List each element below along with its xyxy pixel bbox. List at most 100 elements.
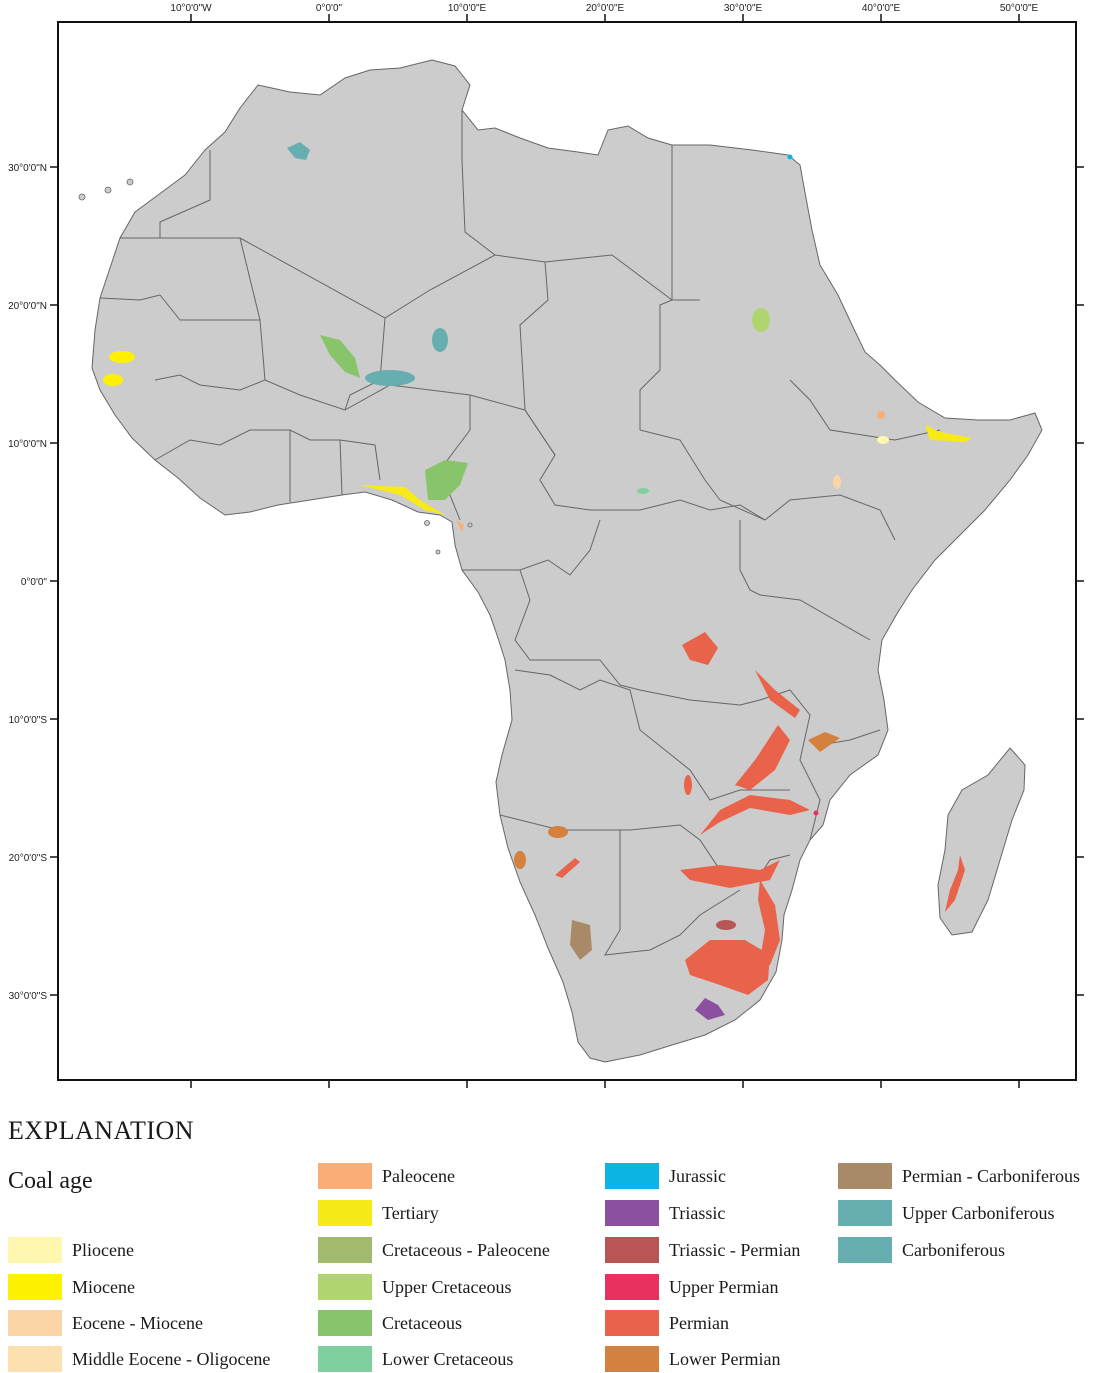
deposit-upper-cretaceous-sudan xyxy=(752,308,770,332)
deposit-lower-permian-tanzania xyxy=(808,732,840,752)
legend-item-permian-carboniferous: Permian - Carboniferous xyxy=(838,1162,1080,1190)
legend-item-carboniferous: Carboniferous xyxy=(838,1236,1005,1264)
deposit-miocene-senegal-2 xyxy=(103,374,123,386)
deposit-lower-permian-namibia-2 xyxy=(514,851,526,869)
deposit-carboniferous-niger-1 xyxy=(432,328,448,352)
deposit-cretaceous-nigeria xyxy=(425,460,468,500)
legend-item-triassic-permian: Triassic - Permian xyxy=(605,1236,800,1264)
lat-label-30s: 30°0'0"S xyxy=(9,991,48,1002)
madagascar xyxy=(937,747,1026,936)
deposit-permian-botswana xyxy=(555,858,580,878)
legend-item-lower-cretaceous: Lower Cretaceous xyxy=(318,1345,513,1373)
deposit-eocene-ethiopia xyxy=(833,475,841,489)
swatch-cretaceous xyxy=(318,1310,372,1336)
legend-title: EXPLANATION xyxy=(8,1116,195,1145)
map-frame: 10°0'0"W 0°0'0" 10°0'0"E 20°0'0"E 30°0'0… xyxy=(8,3,1084,1088)
deposit-lower-permian-namibia-1 xyxy=(548,826,568,838)
lon-label-50e: 50°0'0"E xyxy=(1000,3,1039,14)
swatch-cretaceous-paleocene xyxy=(318,1237,372,1263)
deposit-permian-tanzania xyxy=(755,670,800,718)
lon-label-30e: 30°0'0"E xyxy=(724,3,763,14)
deposit-carboniferous-niger-2 xyxy=(365,370,415,386)
swatch-permian-carboniferous xyxy=(838,1163,892,1189)
legend-label: Lower Permian xyxy=(669,1348,781,1369)
swatch-upper-permian xyxy=(605,1274,659,1300)
deposit-permian-carboniferous-namibia xyxy=(570,920,592,960)
swatch-upper-carboniferous xyxy=(838,1200,892,1226)
islands xyxy=(78,178,473,555)
lat-label-10s: 10°0'0"S xyxy=(9,715,48,726)
deposit-triassic-south-africa xyxy=(695,998,725,1020)
swatch-eocene-miocene xyxy=(8,1310,62,1336)
coal-deposits xyxy=(103,142,972,1020)
legend-label: Middle Eocene - Oligocene xyxy=(72,1348,271,1369)
swatch-miocene xyxy=(8,1274,62,1300)
deposit-permian-zambezi xyxy=(700,795,810,835)
lat-label-20s: 20°0'0"S xyxy=(9,853,48,864)
lon-label-20e: 20°0'0"E xyxy=(586,3,625,14)
swatch-triassic xyxy=(605,1200,659,1226)
swatch-paleocene xyxy=(318,1163,372,1189)
deposit-permian-congo xyxy=(682,632,718,665)
legend-item-upper-carboniferous: Upper Carboniferous xyxy=(838,1199,1054,1227)
legend-item-paleocene: Paleocene xyxy=(318,1162,455,1190)
legend-label: Upper Carboniferous xyxy=(902,1202,1055,1223)
legend-item-cretaceous: Cretaceous xyxy=(318,1309,462,1337)
deposit-permian-zimbabwe xyxy=(680,860,780,888)
swatch-pliocene xyxy=(8,1237,62,1263)
lon-label-10w: 10°0'0"W xyxy=(170,3,212,14)
country-borders xyxy=(99,110,941,956)
legend-item-cretaceous-paleocene: Cretaceous - Paleocene xyxy=(318,1236,550,1264)
legend-item-upper-permian: Upper Permian xyxy=(605,1273,778,1301)
legend-label: Upper Permian xyxy=(669,1276,779,1297)
legend-item-jurassic: Jurassic xyxy=(605,1162,726,1190)
swatch-upper-cretaceous xyxy=(318,1274,372,1300)
swatch-lower-cretaceous xyxy=(318,1346,372,1372)
legend-item-tertiary: Tertiary xyxy=(318,1199,439,1227)
lon-label-40e: 40°0'0"E xyxy=(862,3,901,14)
deposit-permian-south-africa xyxy=(685,940,770,995)
swatch-permian xyxy=(605,1310,659,1336)
legend-label: Miocene xyxy=(72,1276,135,1297)
deposit-triassic-permian-sa xyxy=(716,920,736,930)
legend-label: Cretaceous - Paleocene xyxy=(382,1239,550,1260)
deposit-permian-madagascar xyxy=(945,855,965,912)
deposit-paleocene-cameroon xyxy=(456,520,464,532)
legend-item-upper-cretaceous: Upper Cretaceous xyxy=(318,1273,511,1301)
legend-label: Upper Cretaceous xyxy=(382,1276,512,1297)
deposit-lower-cretaceous-car xyxy=(637,488,649,494)
lon-label-0: 0°0'0" xyxy=(316,3,343,14)
africa-landmass xyxy=(91,59,1043,1063)
deposit-jurassic-sinai xyxy=(787,154,793,160)
legend-label: Cretaceous xyxy=(382,1312,462,1333)
legend-item-middle-eocene-oligocene: Middle Eocene - Oligocene xyxy=(8,1345,270,1373)
deposit-carboniferous-morocco xyxy=(287,142,310,160)
deposit-permian-zambia xyxy=(684,775,692,795)
legend-label: Permian xyxy=(669,1312,729,1333)
lat-label-20n: 20°0'0"N xyxy=(8,301,47,312)
swatch-lower-permian xyxy=(605,1346,659,1372)
legend-item-triassic: Triassic xyxy=(605,1199,725,1227)
deposit-upper-permian-malawi xyxy=(813,810,819,816)
swatch-middle-eocene-oligocene xyxy=(8,1346,62,1372)
legend-label: Pliocene xyxy=(72,1239,134,1260)
legend-label: Permian - Carboniferous xyxy=(902,1165,1080,1186)
swatch-jurassic xyxy=(605,1163,659,1189)
legend-label: Tertiary xyxy=(382,1202,439,1223)
lon-label-10e: 10°0'0"E xyxy=(448,3,487,14)
lat-label-0: 0°0'0" xyxy=(21,577,48,588)
legend-item-miocene: Miocene xyxy=(8,1273,135,1301)
deposit-tertiary-nigeria xyxy=(360,485,445,515)
legend-label: Paleocene xyxy=(382,1165,455,1186)
legend-item-eocene-miocene: Eocene - Miocene xyxy=(8,1309,203,1337)
legend-item-pliocene: Pliocene xyxy=(8,1236,134,1264)
deposit-permian-mozambique xyxy=(758,880,780,965)
swatch-triassic-permian xyxy=(605,1237,659,1263)
deposit-pliocene-ethiopia xyxy=(877,436,889,444)
legend-label: Triassic xyxy=(669,1202,726,1223)
legend-subtitle: Coal age xyxy=(8,1168,93,1194)
legend-label: Lower Cretaceous xyxy=(382,1348,514,1369)
deposit-miocene-senegal-1 xyxy=(109,351,135,363)
deposit-cretaceous-niger xyxy=(320,335,360,378)
lat-label-30n: 30°0'0"N xyxy=(8,163,47,174)
